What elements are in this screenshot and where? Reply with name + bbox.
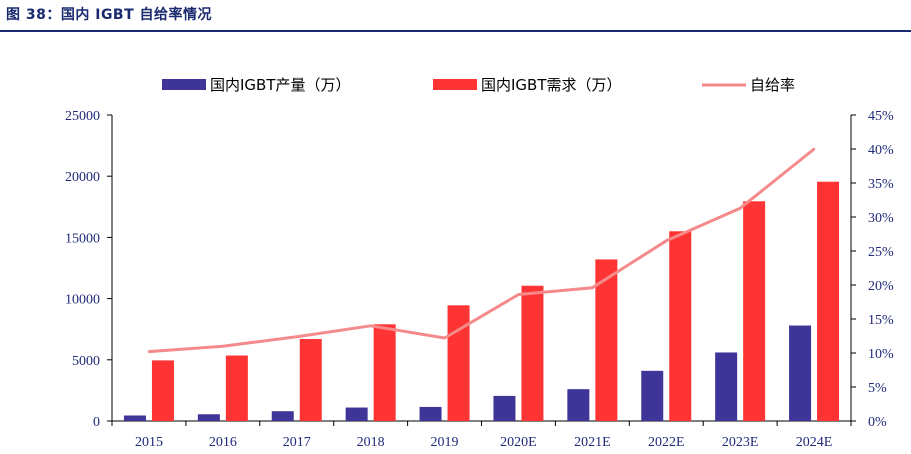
line-point [738,206,742,210]
left-tick-label: 15000 [65,231,100,246]
legend-swatch-production [162,79,206,90]
line-point [517,293,520,296]
bar-demand [151,360,174,421]
legend-label-production: 国内IGBT产量（万） [210,76,351,94]
right-tick-label: 0% [868,415,887,430]
bar-production [123,415,146,421]
x-tick-label: 2019 [431,435,459,450]
bar-demand [595,259,618,421]
right-tick-label: 25% [868,245,894,260]
left-tick-label: 0 [93,415,100,430]
bar-production [493,395,516,421]
bar-demand [299,338,322,421]
bar-demand [817,181,840,421]
left-tick-label: 25000 [65,109,100,124]
line-series [147,147,816,354]
line-point [665,239,668,242]
right-tick-label: 40% [868,143,894,158]
right-y-axis: 0% 5% 10% 15% 20% 25% 30% 35% 40% 45% [850,109,894,430]
legend-label-rate: 自给率 [750,76,795,94]
legend-swatch-demand [433,79,477,90]
line-self-sufficiency [148,147,816,354]
x-tick-label: 2018 [357,435,385,450]
right-tick-label: 35% [868,177,894,192]
right-tick-label: 10% [868,347,894,362]
bar-demand [447,305,470,421]
bar-demand [521,285,544,421]
title-rule [0,30,911,32]
right-tick-label: 20% [868,279,894,294]
line-point [812,147,816,151]
bar-production [197,414,220,421]
bar-demand [373,324,396,421]
line-point [147,350,151,353]
bar-demand [743,201,766,421]
left-tick-label: 20000 [65,170,100,185]
figure-title: 图 38：国内 IGBT 自给率情况 [6,7,213,23]
bar-demand [669,231,692,421]
x-tick-label: 2016 [209,435,237,450]
legend-label-demand: 国内IGBT需求（万） [481,76,622,94]
right-tick-label: 15% [868,313,894,328]
right-tick-label: 5% [868,381,887,396]
line-point [591,286,594,289]
left-y-axis: 0 5000 10000 15000 20000 25000 [65,109,113,430]
right-tick-label: 30% [868,211,894,226]
bar-production [345,407,368,421]
bar-demand [225,355,248,421]
x-tick-label: 2023E [722,435,759,450]
line-point [443,336,446,340]
line-point [369,324,372,327]
bar-production [641,370,664,421]
bar-production [271,411,294,421]
line-point [221,345,225,348]
left-tick-label: 10000 [65,293,100,308]
x-tick-label: 2015 [135,435,163,450]
x-axis: 2015 2016 2017 2018 2019 2020E 2021E 2022E 2023E… [111,420,852,450]
line-point [295,335,298,338]
bar-series [123,181,840,421]
right-tick-label: 45% [868,109,894,124]
x-tick-label: 2020E [500,435,537,450]
bar-production [789,325,812,421]
x-tick-label: 2024E [796,435,833,450]
bar-production [567,389,590,421]
left-tick-label: 5000 [72,354,100,369]
bar-production [715,352,738,421]
x-tick-label: 2017 [283,435,311,450]
bar-production [419,406,442,421]
x-tick-label: 2022E [648,435,685,450]
chart-legend: 国内IGBT产量（万） 国内IGBT需求（万） 自给率 [162,76,795,94]
x-tick-label: 2021E [574,435,611,450]
